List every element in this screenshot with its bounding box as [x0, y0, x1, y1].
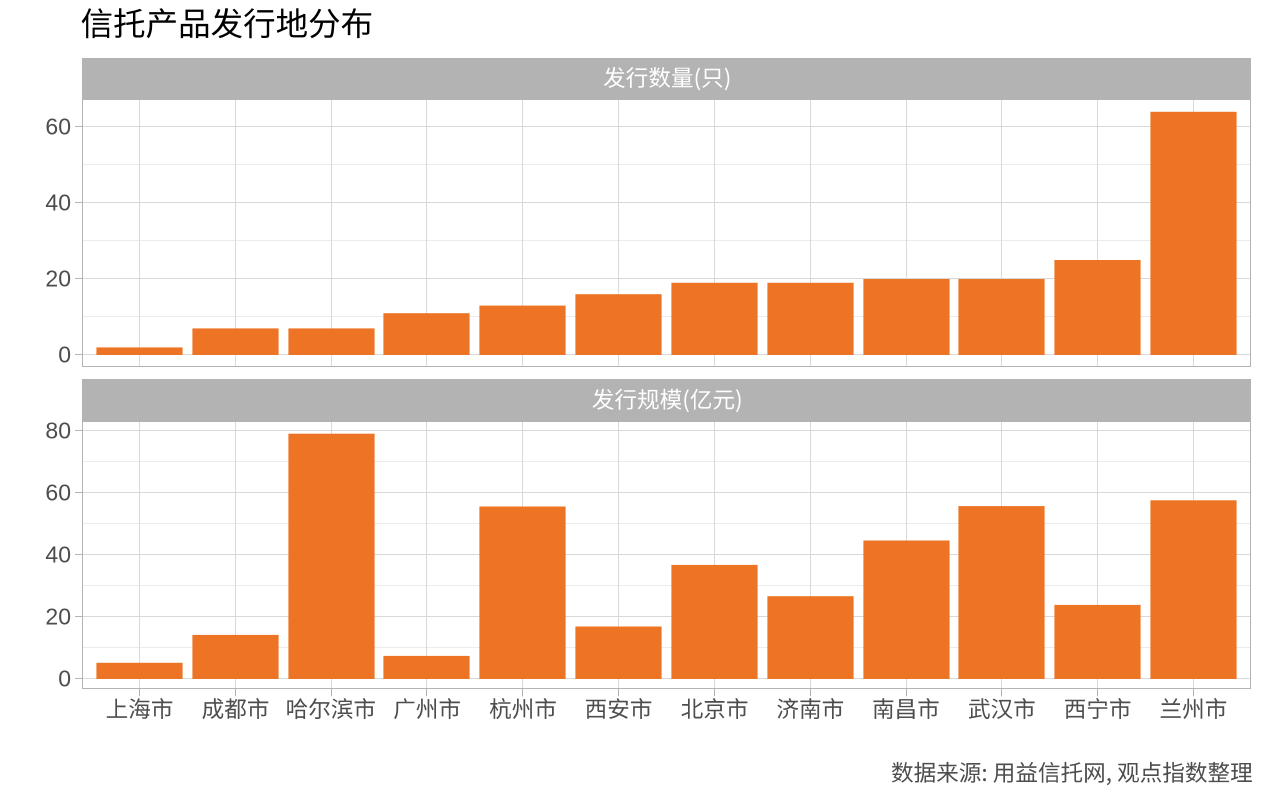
svg-text:60: 60	[45, 480, 71, 506]
svg-text:0: 0	[58, 666, 71, 692]
svg-text:40: 40	[45, 542, 71, 568]
svg-text:80: 80	[45, 418, 71, 444]
svg-text:20: 20	[45, 604, 71, 630]
svg-text:20: 20	[45, 266, 71, 292]
svg-text:40: 40	[45, 190, 71, 216]
svg-text:0: 0	[58, 342, 71, 368]
svg-text:60: 60	[45, 114, 71, 140]
